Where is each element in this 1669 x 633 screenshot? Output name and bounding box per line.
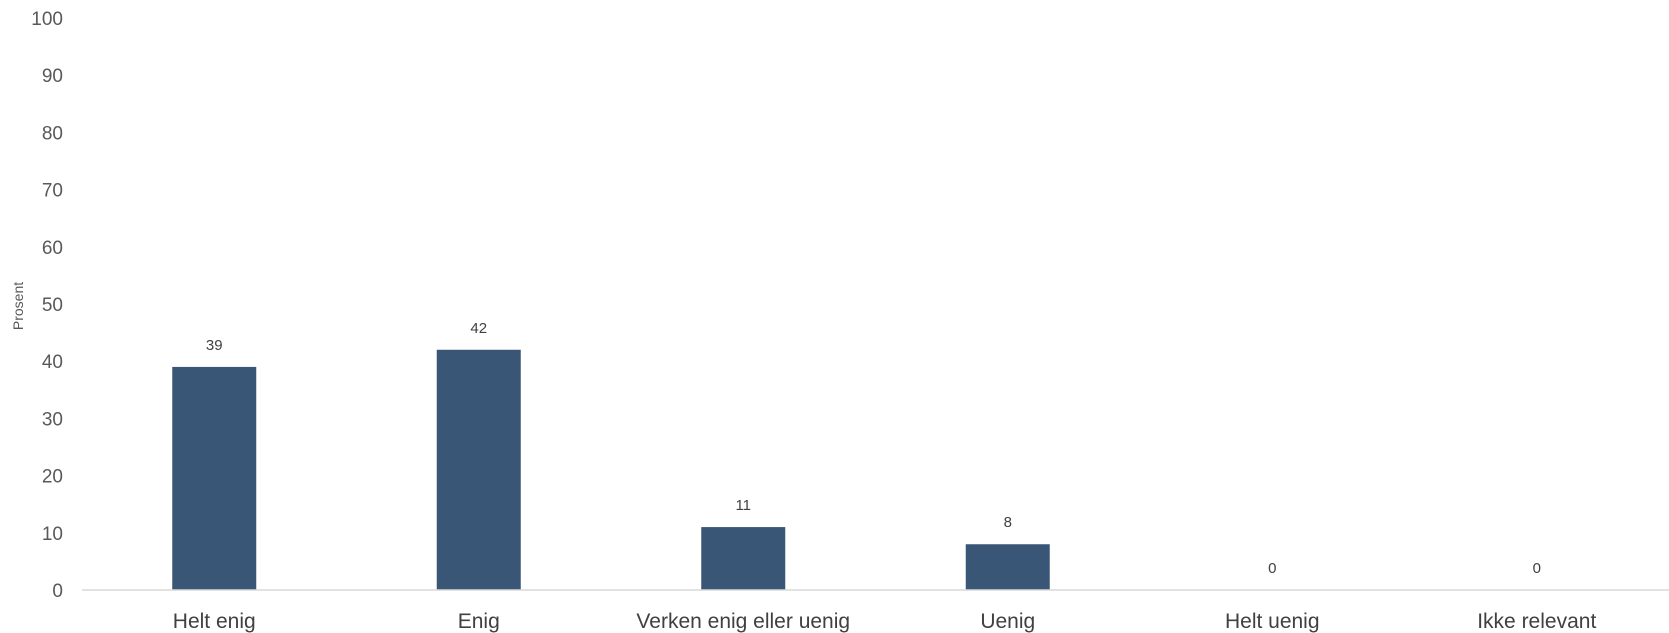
y-tick-label: 40 xyxy=(42,352,63,373)
y-tick-label: 20 xyxy=(42,467,63,488)
bar-value-label: 0 xyxy=(1533,560,1541,577)
y-axis-title: Prosent xyxy=(10,282,26,330)
bar xyxy=(436,349,521,590)
y-tick-label: 60 xyxy=(42,238,63,259)
y-tick-label: 80 xyxy=(42,123,63,144)
x-category-label: Ikke relevant xyxy=(1477,610,1596,633)
y-tick-label: 90 xyxy=(42,66,63,87)
y-tick-label: 100 xyxy=(31,9,63,30)
bar xyxy=(701,527,786,590)
x-category-label: Uenig xyxy=(980,610,1035,633)
y-tick-label: 0 xyxy=(52,581,63,602)
y-tick-label: 50 xyxy=(42,295,63,316)
x-axis-labels: Helt enig Enig Verken enig eller uenig Ueni… xyxy=(173,610,1597,633)
bar-value-label: 11 xyxy=(735,497,751,514)
y-axis-ticks: 0 10 20 30 40 50 60 70 80 90 100 xyxy=(31,9,63,602)
data-labels: 39 42 11 8 0 0 xyxy=(206,320,1541,577)
bar xyxy=(172,366,257,590)
bars xyxy=(172,349,1050,590)
bar-value-label: 42 xyxy=(470,320,487,337)
y-tick-label: 10 xyxy=(42,524,63,545)
x-category-label: Helt uenig xyxy=(1225,610,1320,633)
y-tick-label: 30 xyxy=(42,409,63,430)
bar-value-label: 8 xyxy=(1004,514,1012,531)
bar-value-label: 0 xyxy=(1268,560,1276,577)
x-category-label: Enig xyxy=(458,610,500,633)
y-tick-label: 70 xyxy=(42,181,63,202)
x-category-label: Helt enig xyxy=(173,610,256,633)
bar xyxy=(965,544,1050,590)
bar-value-label: 39 xyxy=(206,337,223,354)
x-category-label: Verken enig eller uenig xyxy=(636,610,850,633)
